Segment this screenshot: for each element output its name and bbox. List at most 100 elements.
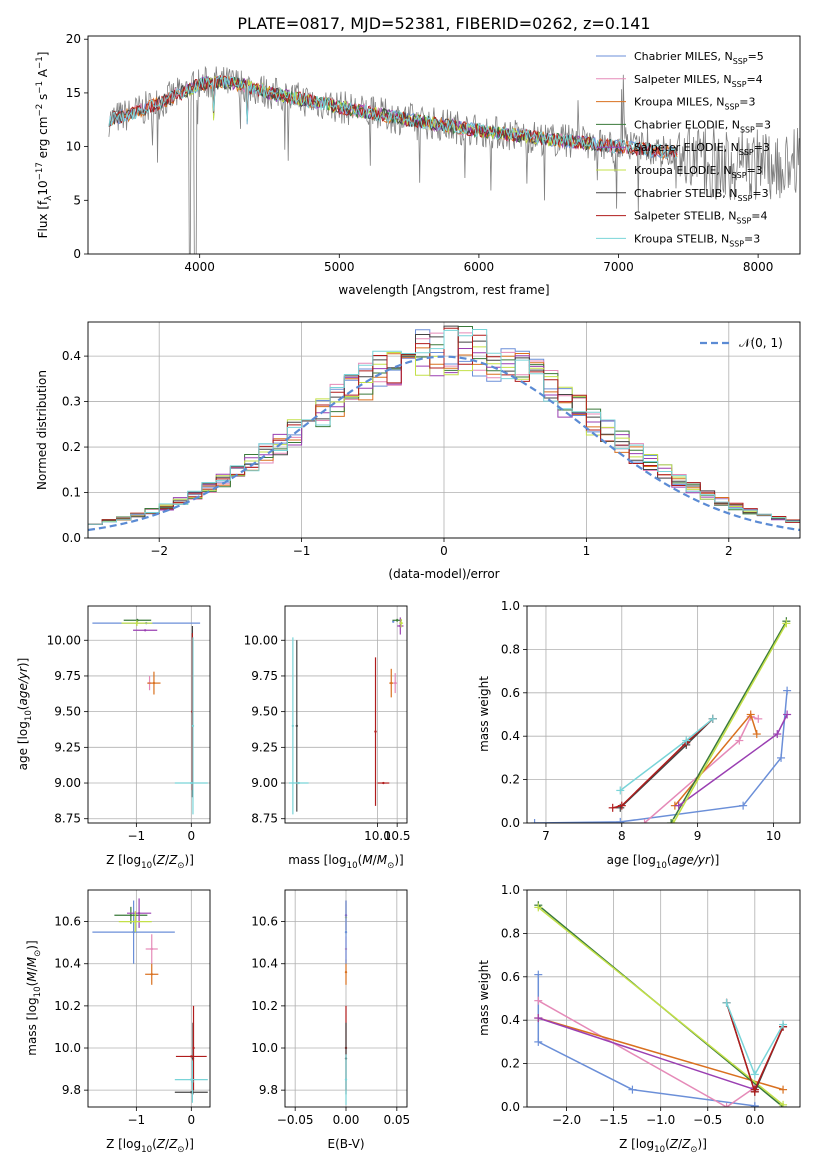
y-tick-label: 0 xyxy=(73,247,81,261)
point-kroupa_stelib xyxy=(191,724,195,728)
y-tick-label: 10.0 xyxy=(54,1041,81,1055)
x-tick-label: 0 xyxy=(187,1113,195,1127)
x-tick-label: 0.00 xyxy=(333,1113,360,1127)
x-tick-label: 5000 xyxy=(324,260,355,274)
y-tick-label: 0.4 xyxy=(501,729,520,743)
point-chabrier_elodie xyxy=(129,914,133,917)
point-kroupa_stelib xyxy=(191,1080,194,1083)
legend-label: Chabrier ELODIE, NSSP=3 xyxy=(634,118,771,134)
y-tick-label: 0.0 xyxy=(501,1100,520,1114)
y-tick-label: 10 xyxy=(66,140,81,154)
legend-label: Kroupa ELODIE, NSSP=3 xyxy=(634,164,763,180)
x-tick-label: 1 xyxy=(583,544,591,558)
x-axis-label: (data-model)/error xyxy=(388,567,499,581)
plot-area xyxy=(534,901,788,1107)
x-axis-label: Z [log10(Z/Z⊙)] xyxy=(106,1137,194,1155)
y-axis-label: age [log10(age/yr)] xyxy=(16,658,34,771)
y-tick-label: 9.75 xyxy=(54,669,81,683)
series-kroupa_elodie xyxy=(537,906,784,1106)
x-tick-label: 7000 xyxy=(603,260,634,274)
point-kroupa_stelib xyxy=(344,1078,348,1081)
figure-title: PLATE=0817, MJD=52381, FIBERID=0262, z=0… xyxy=(237,14,650,33)
x-tick-label: −0.05 xyxy=(277,1113,314,1127)
point-chabrier_elodie xyxy=(395,619,399,622)
plot-area xyxy=(288,617,404,815)
axes-frame xyxy=(284,889,408,1108)
x-tick-label: 8 xyxy=(618,829,626,843)
y-axis-label: Flux [fλ10−17 erg cm−2 s−1 A−1] xyxy=(35,52,54,239)
series-chabrier_elodie xyxy=(670,620,788,823)
point-salpeter_stelib xyxy=(374,730,377,733)
x-axis-label: mass [log10(M/M⊙)] xyxy=(288,853,403,871)
x-axis-label: wavelength [Angstrom, rest frame] xyxy=(338,283,549,297)
x-tick-label: 4000 xyxy=(184,260,215,274)
point-salpeter_elodie xyxy=(137,911,141,915)
series-salpeter_elodie xyxy=(538,1017,756,1091)
plot-mass_vs_Z: −1 0 9.8 10.0 10.2 10.4 10.6 Z [log10(Z/Z⊙)] mas… xyxy=(25,889,211,1155)
y-tick-label: 0.2 xyxy=(501,773,520,787)
model-spectrum-salpeter_stelib xyxy=(108,75,678,160)
point-kroupa_elodie xyxy=(134,920,137,923)
x-tick-label: 0 xyxy=(440,544,448,558)
point-salpeter_elodie xyxy=(143,629,147,632)
y-tick-label: 9.00 xyxy=(54,776,81,790)
plot-spectrum: 4000 5000 6000 7000 8000 0 5 10 15 20 Flux [fλ10−1… xyxy=(35,32,801,297)
series-kroupa_elodie xyxy=(672,623,788,823)
x-axis-label: Z [log10(Z/Z⊙)] xyxy=(619,1137,707,1155)
y-tick-label: 0.4 xyxy=(501,1013,520,1027)
y-tick-label: 1.0 xyxy=(501,599,520,613)
y-tick-label: 10.2 xyxy=(54,999,81,1013)
point-salpeter_miles xyxy=(150,947,153,951)
y-tick-label: 10.6 xyxy=(251,915,278,929)
legend-label: Chabrier MILES, NSSP=5 xyxy=(634,50,764,66)
y-tick-label: 9.25 xyxy=(251,740,278,754)
x-tick-label: 0.05 xyxy=(383,1113,410,1127)
y-tick-label: 0.3 xyxy=(62,395,81,409)
y-tick-label: 0.8 xyxy=(501,926,520,940)
point-kroupa_elodie xyxy=(399,621,403,625)
point-chabrier_stelib xyxy=(295,724,299,728)
y-tick-label: 9.8 xyxy=(259,1083,278,1097)
y-tick-label: 0.1 xyxy=(62,486,81,500)
plot-age_vs_Z: −1 0 8.75 9.00 9.25 9.50 9.75 10.00 Z [log10(Z/Z… xyxy=(16,605,211,871)
point-kroupa_stelib xyxy=(291,724,295,728)
y-axis-label: mass weight xyxy=(477,676,491,752)
x-axis-label: E(B-V) xyxy=(327,1137,364,1151)
axes-frame xyxy=(284,605,408,824)
x-tick-label: 9 xyxy=(694,829,702,843)
y-axis-label: mass [log10(M/M⊙)] xyxy=(25,940,43,1055)
y-tick-label: 10.00 xyxy=(47,633,81,647)
series-salpeter_stelib xyxy=(612,718,714,809)
y-tick-label: 8.75 xyxy=(54,812,81,826)
point-salpeter_stelib xyxy=(382,781,385,785)
x-tick-label: 2 xyxy=(725,544,733,558)
axes-frame xyxy=(87,35,801,255)
x-tick-label: −1.0 xyxy=(646,1113,675,1127)
x-tick-label: −2.0 xyxy=(552,1113,581,1127)
point-kroupa_miles xyxy=(390,681,393,685)
point-chabrier_miles xyxy=(344,930,348,934)
y-tick-label: 9.00 xyxy=(251,776,278,790)
axes-frame xyxy=(87,889,211,1108)
x-tick-label: 10.5 xyxy=(384,829,411,843)
y-tick-label: 15 xyxy=(66,86,81,100)
legend-label: Kroupa STELIB, NSSP=3 xyxy=(634,232,760,248)
axes-frame xyxy=(87,605,211,824)
plot-age_vs_mass: 10.010.5 8.75 9.00 9.25 9.50 9.75 10.00 mass [l… xyxy=(244,605,411,871)
x-tick-label: −0.5 xyxy=(693,1113,722,1127)
y-axis-label: Normed distribution xyxy=(35,370,49,490)
x-tick-label: −1 xyxy=(293,544,311,558)
x-tick-label: 10.0 xyxy=(364,829,391,843)
y-tick-label: 8.75 xyxy=(251,812,278,826)
legend-label: Salpeter MILES, NSSP=4 xyxy=(634,73,763,89)
y-tick-label: 0.2 xyxy=(62,440,81,454)
y-tick-label: 10.6 xyxy=(54,915,81,929)
point-salpeter_stelib xyxy=(190,1055,193,1058)
y-tick-label: 9.25 xyxy=(54,740,81,754)
x-tick-label: 8000 xyxy=(743,260,774,274)
legend-label: Chabrier STELIB, NSSP=3 xyxy=(634,187,769,203)
axes-frame xyxy=(87,321,801,539)
y-tick-label: 0.4 xyxy=(62,349,81,363)
y-tick-label: 9.50 xyxy=(54,705,81,719)
